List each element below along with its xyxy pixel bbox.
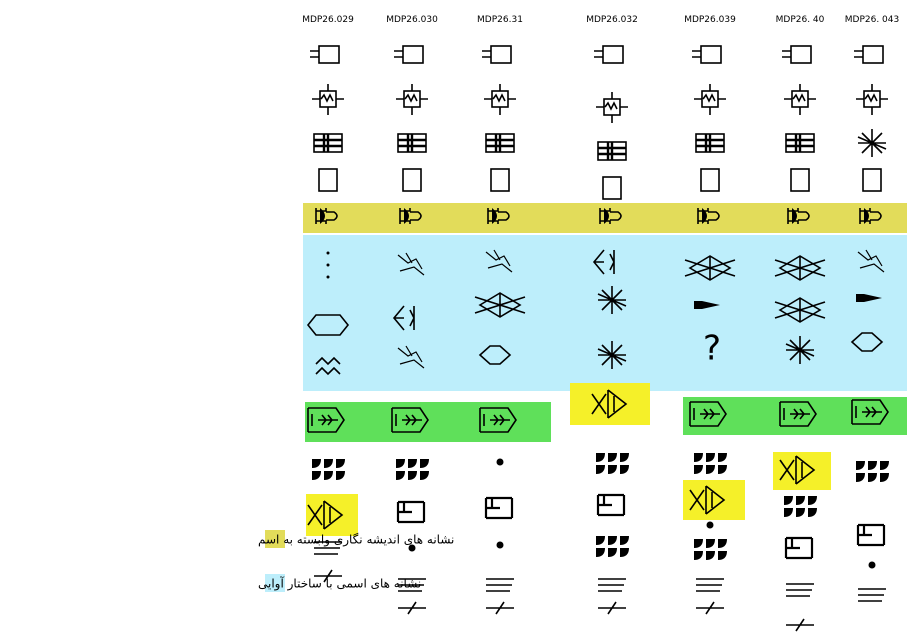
sign <box>396 459 429 480</box>
sign <box>694 539 727 560</box>
sign <box>855 83 889 116</box>
sign <box>790 168 810 192</box>
column-header: MDP26.032 <box>586 15 638 25</box>
sign <box>785 583 815 597</box>
sign <box>309 45 340 64</box>
green-band <box>683 397 907 435</box>
legend-swatch <box>265 530 285 548</box>
sign <box>856 523 886 547</box>
sign <box>856 461 889 482</box>
sign <box>868 561 876 569</box>
sign <box>395 83 429 116</box>
sign <box>602 176 622 200</box>
highlight <box>570 383 650 425</box>
sign <box>485 601 515 615</box>
sign <box>694 132 726 154</box>
sign <box>596 493 626 517</box>
sign <box>484 496 514 520</box>
sign <box>857 588 887 602</box>
column-header: MDP26.039 <box>684 15 736 25</box>
legend-swatch <box>265 574 285 592</box>
sign <box>595 91 629 124</box>
column-header: MDP26. 043 <box>845 15 899 25</box>
legend-label: نشانه های اندیشه نگاری وابسته به اسم <box>258 533 454 548</box>
sign <box>700 168 720 192</box>
sign <box>857 128 887 158</box>
sign <box>312 459 345 480</box>
green-band <box>305 402 551 442</box>
column-header: MDP26. 40 <box>776 15 825 25</box>
sign <box>785 335 815 365</box>
sign <box>408 544 416 552</box>
sign <box>397 601 427 615</box>
sign <box>396 132 428 154</box>
sign <box>862 168 882 192</box>
sign <box>781 45 812 64</box>
sign <box>311 83 345 116</box>
sign <box>402 168 422 192</box>
sign <box>481 45 512 64</box>
sign <box>706 521 714 529</box>
sign <box>853 45 884 64</box>
sign <box>496 458 504 466</box>
sign <box>483 83 517 116</box>
sign <box>695 601 725 615</box>
sign <box>312 132 344 154</box>
sign <box>596 536 629 557</box>
sign <box>393 45 424 64</box>
sign <box>597 578 627 592</box>
legend-label: نشانه های اسمی با ساختار آوایی <box>258 576 421 592</box>
sign <box>496 541 504 549</box>
sign <box>691 45 722 64</box>
sign <box>485 578 515 592</box>
sign <box>596 140 628 162</box>
column-header: MDP26.029 <box>302 15 354 25</box>
phonetic-band <box>303 235 907 391</box>
sign <box>597 340 627 370</box>
highlight <box>683 480 745 520</box>
highlight <box>306 494 358 536</box>
sign <box>596 453 629 474</box>
sign <box>490 168 510 192</box>
sign <box>783 83 817 116</box>
sign <box>693 83 727 116</box>
unknown-sign: ? <box>703 329 721 369</box>
sign <box>484 132 516 154</box>
sign <box>785 618 815 632</box>
sign <box>597 601 627 615</box>
sign <box>694 453 727 474</box>
sign <box>318 168 338 192</box>
sign <box>597 285 627 315</box>
sign <box>784 132 816 154</box>
sign <box>784 496 817 517</box>
column-header: MDP26.030 <box>386 15 438 25</box>
sign <box>784 536 814 560</box>
sign <box>396 500 426 524</box>
column-header: MDP26.31 <box>477 15 523 25</box>
sign <box>695 578 725 592</box>
sign <box>593 45 624 64</box>
